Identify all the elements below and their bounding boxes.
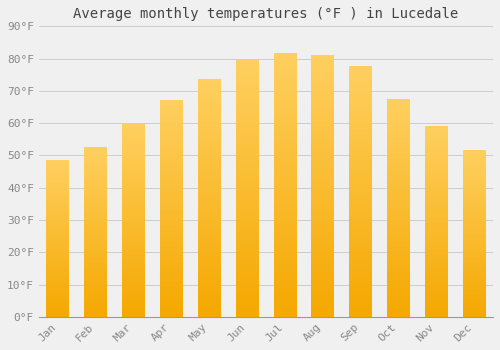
Title: Average monthly temperatures (°F ) in Lucedale: Average monthly temperatures (°F ) in Lu… [74, 7, 458, 21]
